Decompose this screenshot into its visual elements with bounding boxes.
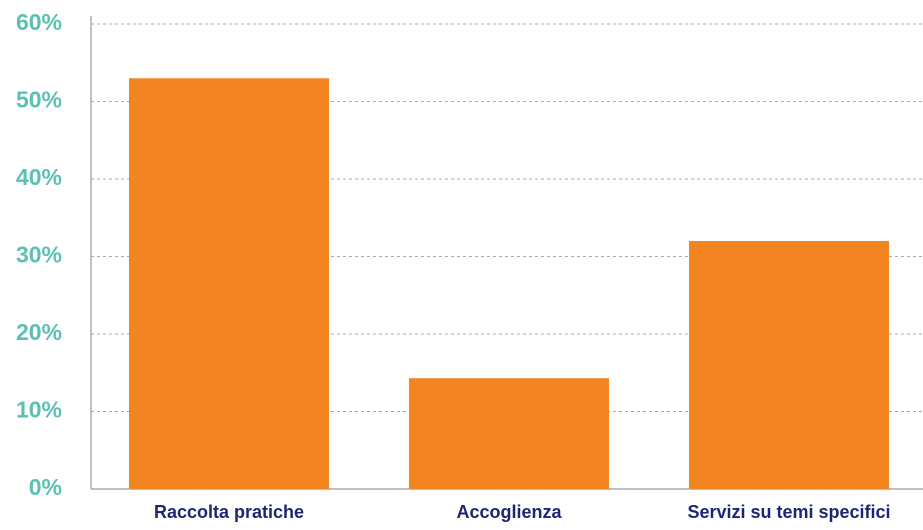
y-tick-label: 40%: [16, 164, 62, 190]
x-tick-label: Accoglienza: [456, 502, 562, 522]
y-tick-label: 10%: [16, 397, 62, 423]
y-tick-label: 30%: [16, 242, 62, 268]
bar: [129, 78, 329, 489]
bar: [409, 378, 609, 489]
bar: [689, 241, 889, 489]
y-tick-label: 20%: [16, 319, 62, 345]
y-tick-label: 50%: [16, 87, 62, 113]
y-tick-label: 60%: [16, 9, 62, 35]
x-tick-label: Servizi su temi specifici: [687, 502, 890, 522]
y-tick-label: 0%: [29, 474, 62, 500]
x-tick-label: Raccolta pratiche: [154, 502, 304, 522]
